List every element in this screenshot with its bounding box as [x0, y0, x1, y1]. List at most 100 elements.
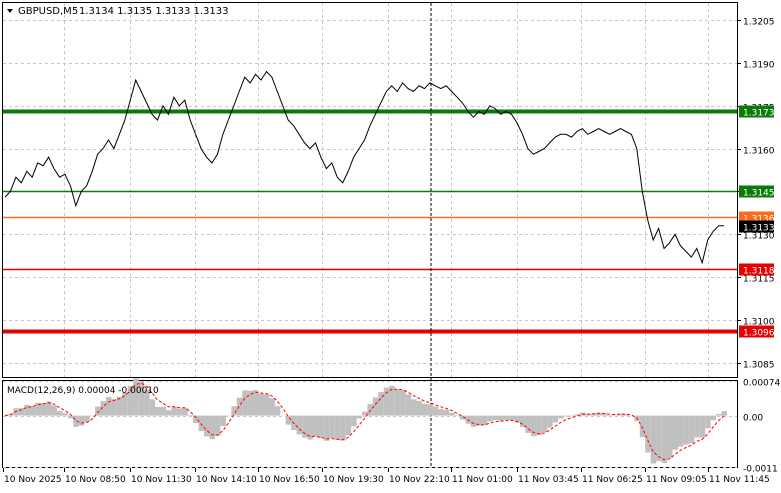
time-tick-label: 10 Nov 2025 [4, 475, 62, 485]
macd-bar [547, 416, 553, 428]
macd-bar [411, 399, 417, 415]
macd-tick-label: 0.00 [743, 414, 763, 424]
macd-bar [357, 416, 363, 419]
macd-tick-label: 0.00074 [743, 379, 780, 389]
macd-bar [24, 405, 30, 416]
macd-bar [52, 406, 58, 416]
macd-bar [531, 416, 537, 437]
macd-bar [166, 410, 172, 415]
macd-bar [275, 406, 281, 415]
macd-bar [662, 416, 668, 463]
macd-bar [607, 415, 613, 416]
time-tick-label: 10 Nov 08:50 [65, 475, 126, 485]
level-label-text: 1.3173 [743, 109, 775, 119]
macd-bar [324, 416, 330, 441]
macd-bar [111, 399, 117, 416]
macd-bar [171, 407, 177, 416]
level-label-text: 1.3145 [743, 189, 775, 199]
macd-bar [466, 416, 472, 424]
macd-bar [57, 411, 63, 416]
macd-bar [318, 416, 324, 439]
macd-bar [199, 416, 205, 431]
macd-bar [553, 416, 559, 423]
macd-bar [493, 416, 499, 421]
level-label-text: 1.3118 [743, 267, 775, 277]
macd-bar [613, 415, 619, 416]
macd-bar [406, 395, 412, 416]
macd-bar [700, 416, 706, 438]
macd-bar [487, 416, 493, 422]
macd-bar [433, 406, 439, 415]
chart-header: GBPUSD,M5 1.3134 1.3135 1.3133 1.3133 [7, 6, 229, 17]
price-pane-frame [3, 3, 738, 378]
macd-bar [351, 416, 357, 427]
macd-bar [667, 416, 673, 459]
macd-bar [242, 390, 248, 415]
macd-tick-label: -0.0011 [743, 465, 778, 475]
macd-bar [438, 409, 444, 416]
price-tick-label: 1.3205 [743, 18, 775, 28]
macd-bar [269, 398, 275, 415]
macd-bar [313, 416, 319, 437]
macd-bar [264, 394, 270, 415]
macd-bar [449, 413, 455, 416]
macd-bar [188, 415, 194, 416]
macd-bar [340, 416, 346, 441]
macd-bar [656, 416, 662, 462]
time-tick-label: 11 Nov 09:05 [646, 475, 707, 485]
time-tick-label: 11 Nov 03:45 [518, 475, 579, 485]
macd-bar [722, 411, 728, 415]
macd-bar [422, 404, 428, 416]
macd-bar [84, 416, 90, 423]
current-price-label: 1.3133 [743, 224, 775, 234]
macd-bar [640, 416, 646, 438]
macd-bar [155, 407, 161, 416]
macd-bar [30, 406, 36, 416]
macd-bar [346, 416, 352, 436]
macd-bar [694, 416, 700, 438]
price-tick-label: 1.3190 [743, 61, 775, 71]
macd-indicator-label: MACD(12,26,9) 0.00004 -0.00010 [7, 386, 159, 396]
macd-bar [471, 416, 477, 427]
macd-bar [62, 413, 68, 415]
macd-bar [106, 397, 112, 416]
macd-bar [536, 416, 542, 436]
macd-bar [150, 399, 156, 415]
macd-bar [673, 416, 679, 450]
macd-bar [177, 409, 183, 416]
level-label-text: 1.3096 [743, 329, 775, 339]
macd-bar [248, 391, 254, 416]
macd-bar [651, 416, 657, 464]
time-tick-label: 10 Nov 19:30 [323, 475, 384, 485]
price-tick-label: 1.3160 [743, 147, 775, 157]
macd-bar [220, 416, 226, 426]
macd-bar [329, 416, 335, 439]
macd-bar [645, 416, 651, 453]
macd-bar [689, 416, 695, 444]
macd-bar [161, 407, 167, 416]
macd-bar [384, 388, 390, 416]
time-tick-label: 10 Nov 16:50 [259, 475, 320, 485]
macd-bar [711, 416, 717, 421]
macd-bar [297, 416, 303, 435]
macd-bar [95, 407, 101, 416]
macd-bar [367, 404, 373, 416]
macd-bar [395, 389, 401, 415]
macd-bar [335, 416, 341, 440]
macd-bar [286, 416, 292, 425]
time-tick-label: 10 Nov 22:10 [389, 475, 450, 485]
macd-bar [210, 416, 216, 440]
macd-bar [542, 416, 548, 433]
macd-bar [683, 416, 689, 445]
macd-bar [455, 416, 461, 417]
price-tick-label: 1.3085 [743, 361, 775, 371]
macd-bar [569, 416, 575, 417]
macd-bar [68, 416, 74, 419]
macd-bar [46, 402, 52, 416]
macd-bar [705, 416, 711, 429]
time-tick-label: 10 Nov 14:10 [196, 475, 257, 485]
